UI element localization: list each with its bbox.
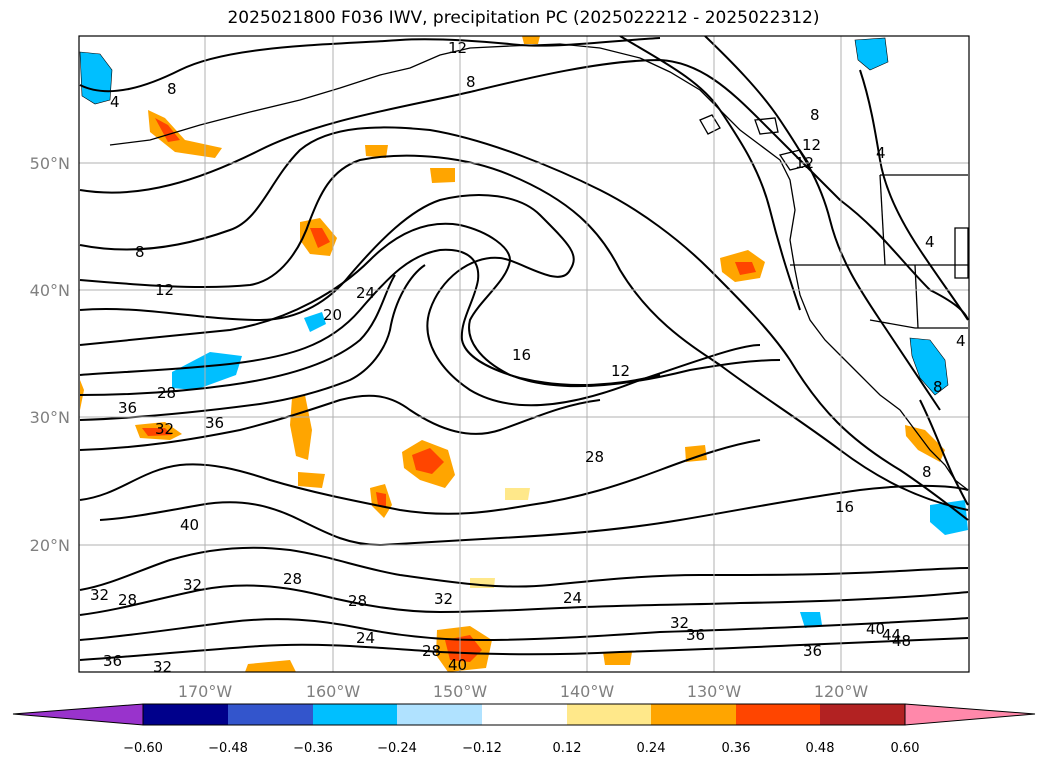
colorbar-extend-high (904, 703, 1036, 726)
contour-label: 28 (118, 591, 137, 609)
longitude-labels: 170°W 160°W 150°W 140°W 130°W 120°W (178, 682, 869, 701)
lat-label: 50°N (30, 154, 70, 173)
map-title: 2025021800 F036 IWV, precipitation PC (2… (227, 8, 820, 28)
colorbar-segment (228, 704, 313, 725)
contour-label: 12 (611, 362, 630, 380)
contour-label: 8 (466, 73, 476, 91)
contour-label: 36 (686, 626, 705, 644)
colorbar-segment (143, 704, 228, 725)
colorbar-segment (567, 704, 651, 725)
colorbar-segment (397, 704, 482, 725)
contour-label: 24 (356, 284, 375, 302)
colorbar-tick-label: 0.60 (891, 741, 920, 756)
colorbar-segment (651, 704, 736, 725)
lat-label: 20°N (30, 536, 70, 555)
contour-label: 4 (876, 144, 886, 162)
contour-label: 4 (110, 93, 120, 111)
map-panel (79, 36, 969, 672)
contour-label: 4 (925, 233, 935, 251)
contour-label: 16 (835, 498, 854, 516)
contour-label: 32 (90, 586, 109, 604)
contour-label: 36 (205, 414, 224, 432)
contour-label: 12 (155, 281, 174, 299)
contour-label: 32 (670, 614, 689, 632)
precipitation-shading (79, 36, 968, 672)
contour-label: 24 (563, 589, 582, 607)
contour-label: 8 (135, 243, 145, 261)
contour-label: 16 (512, 346, 531, 364)
lon-label: 150°W (433, 682, 488, 701)
latitude-labels: 50°N 40°N 30°N 20°N (30, 154, 70, 555)
contour-label: 4 (956, 332, 966, 350)
contour-label: 8 (167, 80, 177, 98)
contour-label: 32 (183, 576, 202, 594)
contour-label: 8 (933, 378, 943, 396)
lon-label: 120°W (814, 682, 869, 701)
contour-label: 20 (323, 306, 342, 324)
iwv-contours (79, 36, 969, 661)
colorbar-tick-label: −0.12 (462, 741, 502, 756)
contour-label: 28 (348, 592, 367, 610)
contour-label: 36 (803, 642, 822, 660)
lat-label: 40°N (30, 281, 70, 300)
colorbar-extend-low (12, 703, 144, 726)
lon-label: 130°W (687, 682, 742, 701)
contour-label: 12 (802, 136, 821, 154)
contour-label: 24 (356, 629, 375, 647)
contour-label: 32 (153, 658, 172, 676)
colorbar-tick-label: 0.12 (553, 741, 582, 756)
colorbar-segment (820, 704, 905, 725)
lon-label: 170°W (178, 682, 233, 701)
contour-label: 12 (448, 39, 467, 57)
colorbar-segment (313, 704, 397, 725)
contour-label: 36 (103, 652, 122, 670)
map-frame (78, 35, 970, 673)
colorbar-tick-label: −0.36 (293, 741, 333, 756)
contour-label: 40 (180, 516, 199, 534)
contour-label: 48 (892, 632, 911, 650)
contour-label: 40 (866, 620, 885, 638)
colorbar-outline (142, 703, 906, 726)
colorbar-tick-label: −0.48 (208, 741, 248, 756)
colorbar: −0.60 −0.48 −0.36 −0.24 −0.12 0.12 0.24 … (12, 703, 1036, 756)
contour-label: 12 (795, 154, 814, 172)
colorbar-tick-label: 0.36 (722, 741, 751, 756)
contour-label: 36 (118, 399, 137, 417)
contour-label: 8 (810, 106, 820, 124)
contour-label: 28 (283, 570, 302, 588)
contour-label: 28 (157, 384, 176, 402)
contour-label: 8 (922, 463, 932, 481)
lat-label: 30°N (30, 408, 70, 427)
colorbar-segment (482, 704, 567, 725)
lon-label: 160°W (306, 682, 361, 701)
colorbar-tick-label: −0.24 (377, 741, 417, 756)
contour-label: 28 (422, 642, 441, 660)
contour-label: 28 (585, 448, 604, 466)
colorbar-tick-label: 0.48 (806, 741, 835, 756)
contour-label: 32 (434, 590, 453, 608)
contour-label: 40 (448, 656, 467, 674)
graticule (79, 36, 969, 672)
contour-label: 44 (882, 626, 901, 644)
contour-labels: 12 8 4 8 8 12 12 4 4 8 12 20 24 16 12 28… (90, 39, 966, 676)
colorbar-tick-label: 0.24 (637, 741, 666, 756)
colorbar-tick-label: −0.60 (123, 741, 163, 756)
coastline (109, 43, 969, 491)
colorbar-segment (736, 704, 820, 725)
lon-label: 140°W (560, 682, 615, 701)
contour-label: 32 (155, 420, 174, 438)
